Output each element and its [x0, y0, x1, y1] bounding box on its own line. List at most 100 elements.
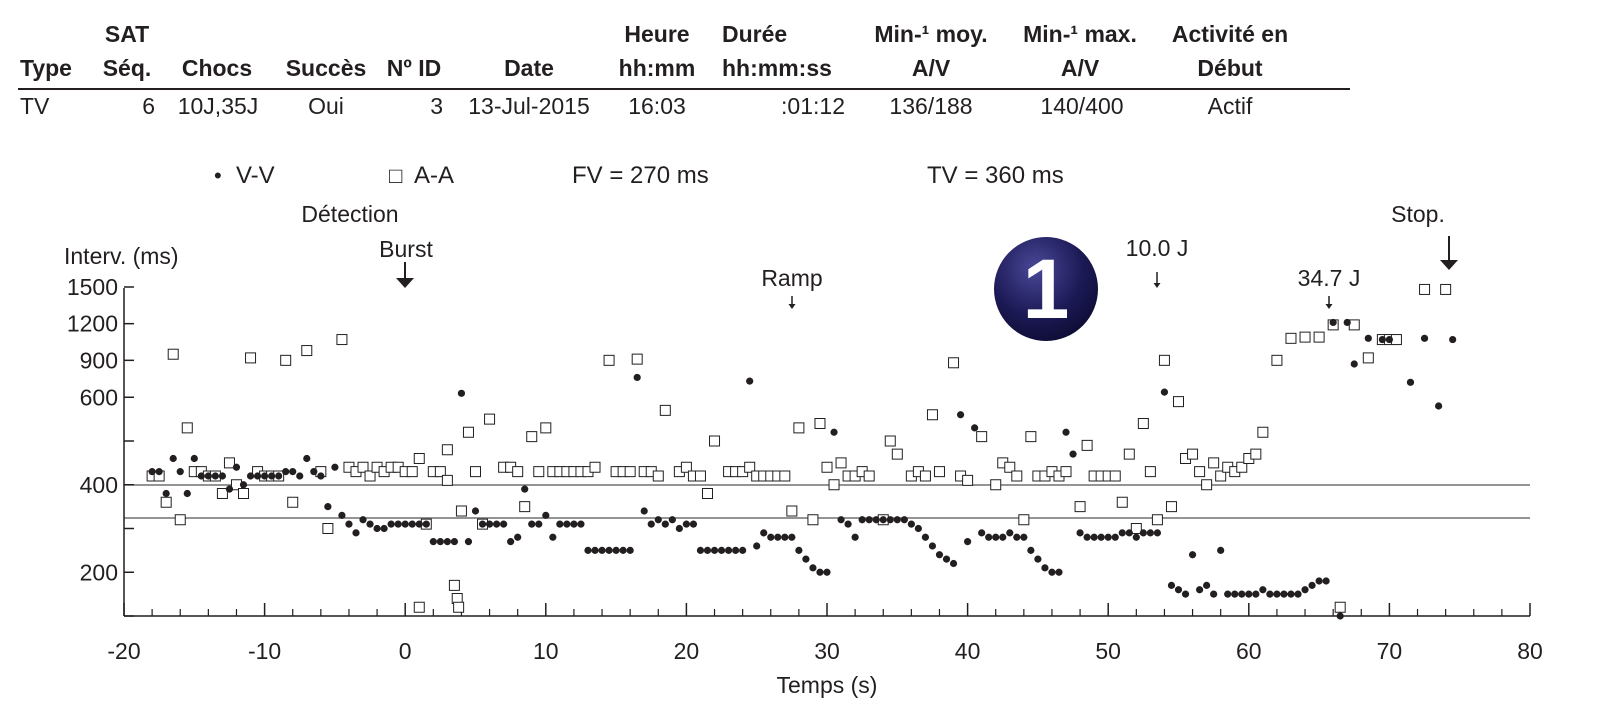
aa-point: [701, 488, 713, 499]
aa-point: [1348, 319, 1360, 331]
aa-point: [364, 470, 376, 482]
y-tick-label: 1500: [67, 274, 118, 300]
aa-point: [786, 505, 798, 517]
vv-point: [1020, 533, 1028, 541]
aa-point: [167, 348, 179, 360]
vv-point: [1203, 581, 1211, 589]
vv-point: [542, 511, 550, 519]
vv-point: [999, 533, 1007, 541]
vv-point: [1266, 590, 1274, 598]
vv-point: [886, 516, 894, 524]
aa-point: [1074, 501, 1086, 513]
column-header-9-line1: Min-¹ max.: [1023, 21, 1137, 47]
vv-series: [148, 318, 1457, 620]
y-tick-label: 400: [80, 472, 118, 498]
vv-point: [211, 472, 219, 480]
vv-point: [781, 533, 789, 541]
vv-point: [710, 546, 719, 554]
vv-point: [324, 503, 332, 511]
y-tick-label: 600: [80, 384, 118, 410]
vv-point: [162, 489, 170, 498]
aa-point: [462, 426, 474, 438]
aa-point: [1144, 466, 1156, 478]
vv-point: [1315, 577, 1323, 585]
vv-point: [605, 546, 613, 554]
vv-point: [1174, 586, 1183, 594]
vv-point: [373, 524, 381, 533]
annotation-label: 10.0 J: [1126, 235, 1189, 261]
aa-series: [146, 283, 1452, 613]
aa-point: [470, 466, 481, 478]
vv-point: [422, 520, 430, 528]
x-tick-label: 0: [399, 638, 412, 664]
vv-point: [865, 516, 873, 524]
vv-point: [514, 533, 522, 541]
vv-point: [1160, 388, 1169, 396]
arrow-head: [788, 304, 796, 309]
vv-point: [570, 520, 578, 528]
aa-point: [441, 474, 453, 486]
table-cell-8: 136/188: [889, 93, 973, 119]
aa-point: [744, 461, 756, 473]
table-cell-9: 140/400: [1040, 93, 1124, 119]
vv-point: [268, 472, 276, 480]
table-cell-5: 13-Jul-2015: [468, 93, 590, 119]
vv-point: [1231, 590, 1239, 598]
vv-point: [949, 559, 958, 568]
aa-point: [709, 435, 721, 447]
vv-point: [1006, 529, 1014, 537]
aa-point: [1208, 457, 1220, 469]
aa-point: [1299, 331, 1311, 343]
table-cell-0: TV: [20, 93, 50, 119]
vv-point: [303, 454, 311, 463]
vv-point: [809, 564, 817, 572]
vv-point: [507, 538, 515, 546]
vv-point: [1076, 529, 1084, 537]
vv-point: [204, 472, 212, 480]
vv-point: [661, 520, 669, 528]
vv-point: [1301, 586, 1309, 594]
aa-point: [1081, 439, 1093, 451]
vv-point: [436, 538, 444, 546]
vv-point: [1287, 590, 1295, 598]
vv-point: [1378, 335, 1386, 344]
vv-point: [450, 538, 459, 546]
vv-point: [907, 520, 915, 528]
vv-point: [556, 520, 564, 528]
annotation-label: Burst: [379, 236, 433, 262]
table-cell-4: 3: [430, 93, 443, 119]
vv-point: [464, 538, 473, 546]
vv-point: [225, 485, 234, 493]
vv-point: [774, 533, 782, 541]
vv-point: [971, 424, 979, 432]
aa-point: [1194, 466, 1206, 478]
vv-point: [380, 524, 388, 533]
vv-point: [317, 472, 325, 480]
vv-point: [1153, 529, 1162, 537]
aa-point: [680, 461, 692, 473]
vv-point: [387, 520, 395, 528]
vv-point: [739, 546, 747, 554]
table-cell-3: Oui: [308, 93, 344, 119]
vv-point: [1097, 533, 1105, 541]
vv-point: [788, 533, 796, 541]
aa-point: [821, 461, 833, 473]
vv-point: [724, 546, 733, 554]
aa-point: [807, 514, 819, 526]
aa-legend-square-icon: □: [389, 163, 403, 188]
column-header-6-line2: hh:mm: [618, 55, 696, 81]
vv-point: [584, 546, 592, 554]
aa-point: [1440, 283, 1452, 295]
x-tick-label: 70: [1377, 638, 1403, 664]
aa-point: [589, 461, 601, 473]
arrow-head: [1325, 304, 1333, 309]
aa-point: [962, 474, 974, 486]
vv-point: [1090, 533, 1098, 541]
vv-point: [1435, 402, 1443, 410]
aa-point: [694, 470, 706, 482]
aa-point: [1250, 448, 1262, 460]
vv-point: [619, 546, 627, 554]
aa-point: [533, 466, 545, 478]
aa-point: [624, 466, 636, 478]
therapy-annotations: Détection Burst Ramp 10.0 J 34.7 J Stop.: [301, 201, 1458, 309]
